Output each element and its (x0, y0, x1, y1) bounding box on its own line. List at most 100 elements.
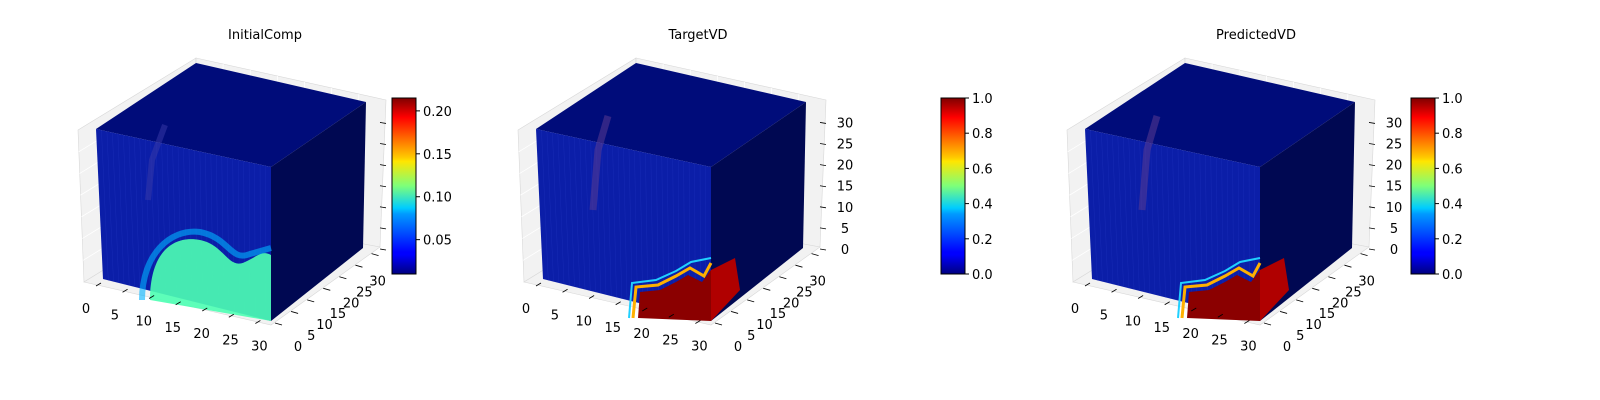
z-tick (819, 206, 827, 209)
panel-predictedvd: PredictedVD 0 5 10 15 20 25 30 0510152025300510… (1066, 28, 1463, 355)
colorbar-tick-label: 0.15 (423, 148, 452, 163)
voxel-hot-edge (631, 262, 713, 319)
colorbar-tick-label: 0.0 (972, 268, 993, 283)
z-tick-label: 30 (837, 116, 854, 131)
y-tick (339, 276, 347, 280)
x-tick-label: 5 (111, 308, 119, 323)
cube-front-face (536, 129, 711, 321)
voxel-edge (139, 138, 146, 290)
y-tick (1312, 287, 1320, 291)
x-tick (642, 307, 648, 312)
cube-front-face (1085, 129, 1260, 321)
voxel-edge (628, 149, 633, 302)
colorbar-gradient (940, 97, 966, 275)
x-tick (695, 320, 701, 324)
y-tick (355, 264, 363, 268)
voxel-edge (541, 130, 549, 281)
y-tick (307, 299, 315, 303)
voxel-edge (579, 138, 586, 290)
voxel-edge (546, 131, 554, 282)
y-tick-label: 25 (796, 285, 813, 300)
y-tick-label: 25 (1345, 285, 1362, 300)
x-tick-label: 25 (662, 333, 679, 348)
colorbar: 0.0 0.2 0.4 0.6 0.8 1.0 (1410, 92, 1463, 283)
colorbar-tick-label: 0.10 (423, 191, 452, 206)
voxel-edge (557, 133, 565, 285)
colorbar-tick-label: 0.6 (972, 162, 993, 177)
y-tick-label: 0 (294, 340, 302, 355)
z-tick (1368, 206, 1376, 209)
z-tick (379, 185, 387, 188)
x-tick (668, 313, 675, 318)
x-tick-label: 15 (604, 321, 621, 336)
colorbar-tick-label: 1.0 (1442, 92, 1463, 107)
panel-title: PredictedVD (1216, 28, 1296, 43)
x-tick (148, 295, 155, 299)
x-tick (562, 288, 568, 293)
voxel-edge (568, 136, 575, 287)
x-tick-label: 10 (1125, 315, 1142, 330)
y-tick (811, 253, 819, 257)
voxel-edge (1134, 139, 1140, 291)
z-tick-label: 0 (1390, 243, 1398, 258)
y-tick (323, 287, 331, 291)
voxel-hot-core (1187, 270, 1260, 321)
y-tick (274, 322, 283, 326)
y-tick (1344, 264, 1352, 268)
y-tick (795, 264, 803, 268)
voxel-edge (1128, 138, 1135, 290)
x-tick (1111, 288, 1117, 293)
x-tick (615, 301, 621, 306)
voxel-streak (145, 123, 168, 201)
voxel-edge (1161, 145, 1166, 298)
y-tick (1360, 253, 1368, 257)
z-tick-label: 20 (837, 159, 854, 174)
voxel-edge (552, 132, 559, 283)
z-tick (1368, 143, 1376, 145)
x-tick (535, 282, 542, 287)
colorbar-tick-label: 0.20 (423, 105, 452, 120)
y-tick-label: 20 (783, 296, 800, 311)
z-tick (1368, 185, 1376, 188)
colorbar-tick-label: 0.2 (972, 233, 993, 248)
x-tick (1137, 295, 1144, 299)
x-tick-label: 5 (551, 308, 559, 323)
y-tick-label: 0 (1283, 340, 1291, 355)
x-tick-label: 5 (1100, 308, 1108, 323)
voxel-hot-side (711, 258, 740, 321)
y-tick (730, 311, 739, 314)
voxel-hot-core (638, 270, 711, 321)
voxel-edge (606, 144, 612, 297)
y-tick-label: 10 (1305, 318, 1322, 333)
z-tick (379, 122, 387, 124)
y-tick-label: 5 (307, 329, 315, 344)
x-tick-label: 30 (251, 340, 268, 355)
colorbar-tick-label: 0.4 (1442, 198, 1463, 213)
panel-title: InitialComp (228, 28, 302, 43)
voxel-edge (1194, 152, 1198, 306)
panel-title: TargetVD (667, 28, 727, 43)
z-tick-label: 0 (841, 243, 849, 258)
y-tick-label: 25 (356, 285, 373, 300)
colorbar-gradient (1410, 97, 1436, 275)
voxel-edge (1112, 134, 1119, 286)
voxel-edge (1139, 140, 1145, 293)
z-tick (379, 164, 387, 167)
y-tick-label: 30 (1358, 274, 1375, 289)
y-tick-label: 5 (747, 329, 755, 344)
z-tick-label: 25 (1386, 138, 1403, 153)
y-tick-label: 10 (756, 318, 773, 333)
voxel-hot-edge (1180, 262, 1262, 319)
voxel-edge (574, 137, 580, 289)
x-tick-label: 0 (82, 302, 90, 317)
y-tick-label: 0 (734, 340, 742, 355)
voxel-hot-halo (1177, 257, 1261, 319)
voxel-edge (1166, 146, 1171, 299)
z-tick (819, 122, 827, 124)
z-tick (819, 248, 827, 251)
y-tick-label: 10 (316, 318, 333, 333)
voxel-streak (1138, 115, 1161, 211)
